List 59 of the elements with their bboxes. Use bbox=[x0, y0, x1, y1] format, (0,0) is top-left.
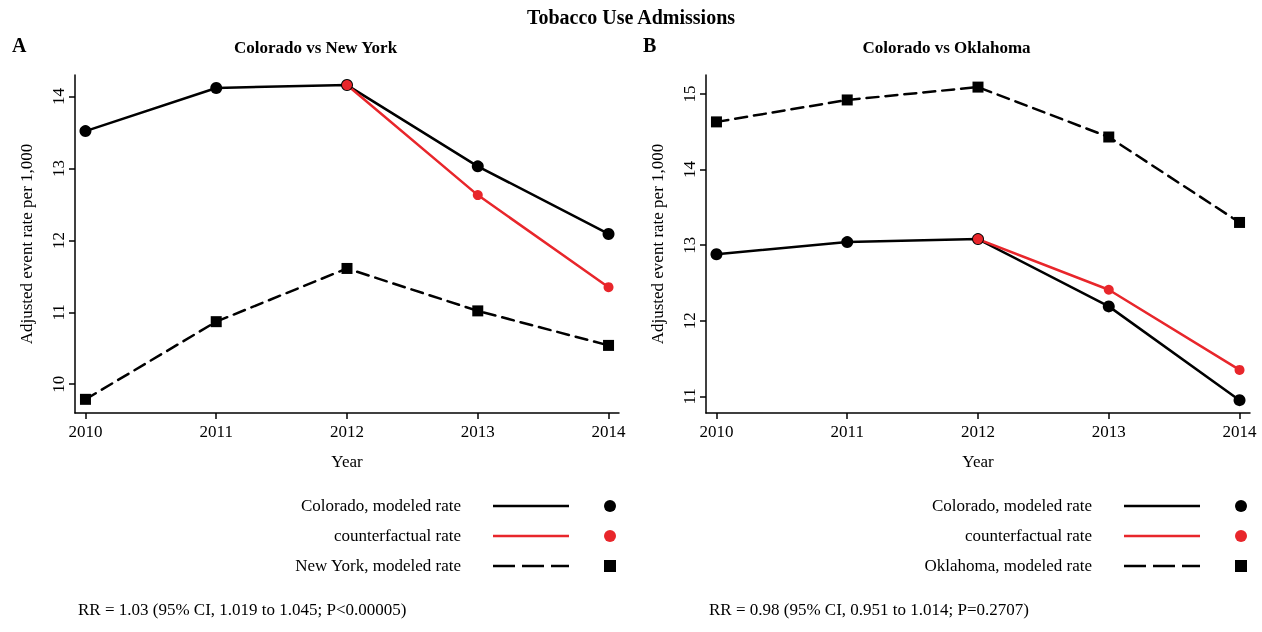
point bbox=[472, 305, 484, 317]
legend-label: New York, modeled rate bbox=[295, 556, 461, 576]
x-tick-label: 2013 bbox=[1091, 422, 1126, 441]
x-tick-label: 2013 bbox=[460, 422, 495, 441]
legend-label: Colorado, modeled rate bbox=[300, 496, 461, 516]
point bbox=[603, 282, 614, 293]
y-axis-title: Adjusted event rate per 1,000 bbox=[17, 143, 36, 345]
x-axis-title: Year bbox=[331, 452, 363, 471]
y-tick-label: 13 bbox=[680, 236, 699, 254]
point bbox=[1103, 131, 1115, 143]
point bbox=[602, 227, 615, 240]
y-tick-label: 14 bbox=[49, 87, 68, 106]
x-tick-label: 2014 bbox=[1222, 422, 1258, 441]
y-tick-label: 11 bbox=[49, 304, 68, 321]
y-tick-label: 11 bbox=[680, 388, 699, 405]
y-tick-label: 12 bbox=[680, 312, 699, 330]
point bbox=[972, 81, 984, 93]
y-tick-label: 13 bbox=[49, 159, 68, 177]
point bbox=[341, 262, 353, 274]
y-tick-label: 15 bbox=[680, 85, 699, 103]
point bbox=[79, 393, 91, 405]
legend-label: Colorado, modeled rate bbox=[931, 496, 1092, 516]
legend-label: Oklahoma, modeled rate bbox=[924, 556, 1092, 576]
x-tick-label: 2012 bbox=[961, 422, 995, 441]
point bbox=[841, 94, 853, 106]
x-tick-label: 2010 bbox=[68, 422, 103, 441]
y-axis-title: Adjusted event rate per 1,000 bbox=[648, 143, 667, 345]
text: B bbox=[643, 34, 657, 57]
x-axis-title: Year bbox=[962, 452, 994, 471]
y-tick-label: 10 bbox=[49, 375, 68, 393]
x-tick-label: 2012 bbox=[330, 422, 364, 441]
point bbox=[1233, 394, 1246, 407]
point bbox=[79, 125, 92, 138]
legend-label: counterfactual rate bbox=[334, 526, 461, 546]
x-tick-label: 2010 bbox=[699, 422, 734, 441]
y-tick-label: 14 bbox=[680, 160, 699, 179]
y-tick-label: 12 bbox=[49, 231, 68, 249]
legend-label: counterfactual rate bbox=[965, 526, 1092, 546]
text: Tobacco Use Admissions bbox=[525, 6, 737, 29]
x-tick-label: 2011 bbox=[830, 422, 864, 441]
text: A bbox=[12, 34, 27, 57]
text: RR = 0.98 (95% CI, 0.951 to 1.014; P=0.2707) bbox=[709, 600, 1029, 620]
chart-title: Colorado vs New York bbox=[233, 38, 398, 57]
point bbox=[210, 316, 222, 328]
point bbox=[1234, 364, 1245, 375]
point bbox=[1103, 284, 1114, 295]
point bbox=[1102, 300, 1115, 313]
x-tick-label: 2011 bbox=[199, 422, 233, 441]
point bbox=[710, 248, 723, 261]
point bbox=[841, 236, 854, 249]
point bbox=[472, 190, 483, 201]
point bbox=[710, 116, 722, 128]
text: RR = 1.03 (95% CI, 1.019 to 1.045; P<0.00005) bbox=[78, 600, 407, 620]
x-tick-label: 2014 bbox=[591, 422, 627, 441]
point bbox=[210, 81, 223, 94]
point bbox=[1234, 216, 1246, 228]
chart-title: Colorado vs Oklahoma bbox=[862, 38, 1032, 57]
point bbox=[471, 160, 484, 173]
point bbox=[603, 339, 615, 351]
